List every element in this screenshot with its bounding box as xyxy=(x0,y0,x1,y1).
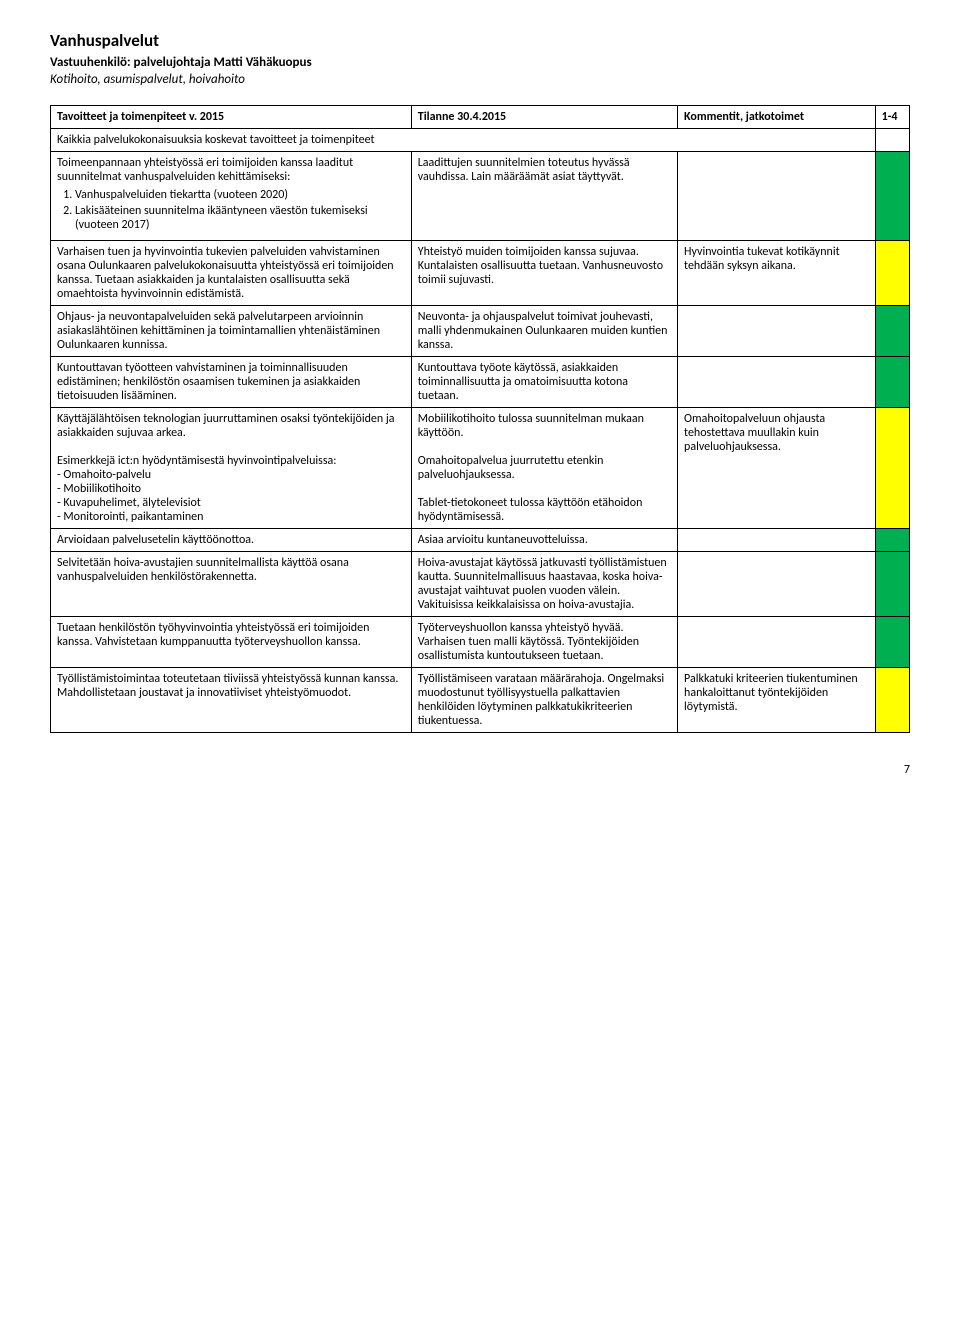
list-item: - Kuvapuhelimet, älytelevisiot xyxy=(57,496,405,510)
cell-right xyxy=(678,357,876,408)
cell-mid: Työllistämiseen varataan määrärahoja. On… xyxy=(411,668,677,733)
table-row: Arvioidaan palvelusetelin käyttöönottoa.… xyxy=(51,529,910,552)
status-cell xyxy=(875,408,909,529)
status-cell xyxy=(875,306,909,357)
list-item: Vanhuspalveluiden tiekartta (vuoteen 202… xyxy=(75,188,405,202)
cell-mid: Asiaa arvioitu kuntaneuvotteluissa. xyxy=(411,529,677,552)
list-item: Lakisääteinen suunnitelma ikääntyneen vä… xyxy=(75,204,405,232)
cell-right xyxy=(678,617,876,668)
list-item: - Omahoito-palvelu xyxy=(57,468,405,482)
table-row: Työllistämistoimintaa toteutetaan tiivii… xyxy=(51,668,910,733)
header-scale: 1-4 xyxy=(875,106,909,129)
cell-left: Tuetaan henkilöstön työhyvinvointia yhte… xyxy=(51,617,412,668)
status-cell xyxy=(875,357,909,408)
cell-mid: Yhteistyö muiden toimijoiden kanssa suju… xyxy=(411,241,677,306)
section-status-cell xyxy=(875,129,909,152)
responsible-line: Vastuuhenkilö: palvelujohtaja Matti Vähä… xyxy=(50,55,910,70)
row4-left-a: Käyttäjälähtöisen teknologian juurruttam… xyxy=(57,412,405,440)
row0-left-intro: Toimeenpannaan yhteistyössä eri toimijoi… xyxy=(57,156,353,184)
header-comments: Kommentit, jatkotoimet xyxy=(678,106,876,129)
table-row: Kuntouttavan työotteen vahvistaminen ja … xyxy=(51,357,910,408)
header-status: Tilanne 30.4.2015 xyxy=(411,106,677,129)
cell-right xyxy=(678,552,876,617)
cell-mid: Neuvonta- ja ohjauspalvelut toimivat jou… xyxy=(411,306,677,357)
cell-left: Käyttäjälähtöisen teknologian juurruttam… xyxy=(51,408,412,529)
cell-left: Selvitetään hoiva-avustajien suunnitelma… xyxy=(51,552,412,617)
status-cell xyxy=(875,241,909,306)
cell-right xyxy=(678,152,876,241)
status-cell xyxy=(875,152,909,241)
section-heading: Kaikkia palvelukokonaisuuksia koskevat t… xyxy=(51,129,876,152)
cell-mid: Mobiilikotihoito tulossa suunnitelman mu… xyxy=(411,408,677,529)
scope-line: Kotihoito, asumispalvelut, hoivahoito xyxy=(50,72,910,87)
cell-mid: Kuntouttava työote käytössä, asiakkaiden… xyxy=(411,357,677,408)
cell-left: Ohjaus- ja neuvontapalveluiden sekä palv… xyxy=(51,306,412,357)
cell-right: Palkkatuki kriteerien tiukentuminen hank… xyxy=(678,668,876,733)
cell-right: Omahoitopalveluun ohjausta tehostettava … xyxy=(678,408,876,529)
row4-left-b: Esimerkkejä ict:n hyödyntämisestä hyvinv… xyxy=(57,454,405,468)
table-row: Käyttäjälähtöisen teknologian juurruttam… xyxy=(51,408,910,529)
row4-mid-b: Omahoitopalvelua juurrutettu etenkin pal… xyxy=(418,454,671,482)
cell-left: Kuntouttavan työotteen vahvistaminen ja … xyxy=(51,357,412,408)
cell-left: Toimeenpannaan yhteistyössä eri toimijoi… xyxy=(51,152,412,241)
cell-left: Varhaisen tuen ja hyvinvointia tukevien … xyxy=(51,241,412,306)
page-title: Vanhuspalvelut xyxy=(50,30,910,51)
cell-right xyxy=(678,306,876,357)
cell-left: Työllistämistoimintaa toteutetaan tiivii… xyxy=(51,668,412,733)
list-item: - Mobiilikotihoito xyxy=(57,482,405,496)
row4-mid-c: Tablet-tietokoneet tulossa käyttöön etäh… xyxy=(418,496,671,524)
table-header-row: Tavoitteet ja toimenpiteet v. 2015 Tilan… xyxy=(51,106,910,129)
table-row: Selvitetään hoiva-avustajien suunnitelma… xyxy=(51,552,910,617)
status-cell xyxy=(875,529,909,552)
table-row: Toimeenpannaan yhteistyössä eri toimijoi… xyxy=(51,152,910,241)
table-row: Ohjaus- ja neuvontapalveluiden sekä palv… xyxy=(51,306,910,357)
table-row: Tuetaan henkilöstön työhyvinvointia yhte… xyxy=(51,617,910,668)
cell-mid: Laadittujen suunnitelmien toteutus hyväs… xyxy=(411,152,677,241)
cell-right: Hyvinvointia tukevat kotikäynnit tehdään… xyxy=(678,241,876,306)
table-row: Varhaisen tuen ja hyvinvointia tukevien … xyxy=(51,241,910,306)
status-cell xyxy=(875,552,909,617)
row4-mid-a: Mobiilikotihoito tulossa suunnitelman mu… xyxy=(418,412,671,440)
page-number: 7 xyxy=(50,763,910,777)
cell-right xyxy=(678,529,876,552)
cell-mid: Työterveyshuollon kanssa yhteistyö hyvää… xyxy=(411,617,677,668)
cell-left: Arvioidaan palvelusetelin käyttöönottoa. xyxy=(51,529,412,552)
status-cell xyxy=(875,617,909,668)
status-cell xyxy=(875,668,909,733)
cell-mid: Hoiva-avustajat käytössä jatkuvasti työl… xyxy=(411,552,677,617)
section-heading-row: Kaikkia palvelukokonaisuuksia koskevat t… xyxy=(51,129,910,152)
row0-left-list: Vanhuspalveluiden tiekartta (vuoteen 202… xyxy=(75,188,405,232)
list-item: - Monitorointi, paikantaminen xyxy=(57,510,405,524)
goals-table: Tavoitteet ja toimenpiteet v. 2015 Tilan… xyxy=(50,105,910,733)
header-goals: Tavoitteet ja toimenpiteet v. 2015 xyxy=(51,106,412,129)
